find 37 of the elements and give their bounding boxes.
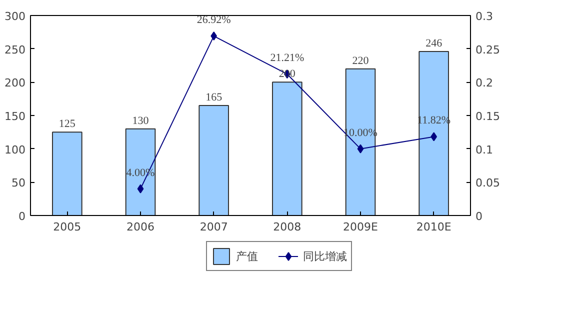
bar [198, 105, 229, 216]
y2-tick-label: 0.25 [476, 43, 500, 56]
y-tick-label: 250 [4, 43, 26, 56]
x-tick-label: 2010E [416, 220, 452, 234]
x-tick-label: 2006 [126, 220, 155, 234]
data-label: 21.21% [270, 52, 304, 64]
y2-tick-label: 0.3 [476, 10, 493, 23]
y2-tick-label: 0 [476, 210, 482, 223]
bar [125, 128, 156, 216]
y2-tick-label: 0.1 [476, 143, 493, 156]
x-tick-label: 2007 [200, 220, 228, 234]
y-tick-label: 300 [4, 10, 26, 23]
y-tick-label: 150 [4, 110, 26, 123]
bar [418, 51, 449, 216]
y-tick-label: 50 [12, 176, 26, 190]
x-tick-label: 2008 [273, 220, 302, 234]
data-label: 125 [58, 118, 76, 130]
data-label: 130 [132, 114, 150, 127]
bar [52, 132, 82, 216]
y2-tick-label: 0.05 [476, 176, 500, 190]
y-tick-label: 100 [4, 143, 26, 156]
point [137, 184, 144, 194]
x-tick-label: 2005 [53, 220, 82, 234]
point [357, 144, 364, 154]
x-tick-label: 2009E [343, 220, 378, 234]
y-tick-label: 0 [18, 210, 26, 223]
data-label: 26.92% [196, 14, 231, 26]
data-label: 165 [206, 92, 223, 104]
legend-label: 同比增减 [303, 248, 347, 264]
data-label: 246 [426, 38, 443, 50]
y-tick-label: 200 [4, 76, 26, 90]
y2-tick-label: 0.2 [476, 76, 493, 90]
data-label: 220 [352, 54, 370, 67]
bar [345, 68, 376, 216]
y2-tick-label: 0.15 [476, 110, 500, 123]
bar [272, 82, 302, 216]
legend-label: 产值 [236, 248, 258, 264]
